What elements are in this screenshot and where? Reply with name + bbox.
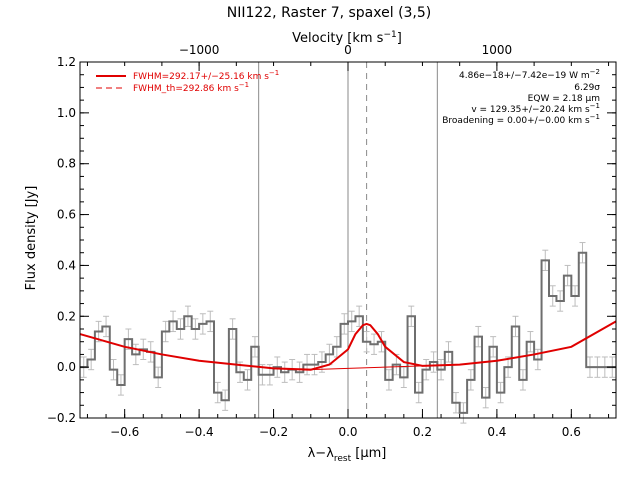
legend-label-fwhm: FWHM=292.17+/−25.16 km s−1: [133, 69, 279, 82]
y-tick-label: 1.2: [57, 55, 76, 69]
fit-annotations: 4.86e−18+/−7.42e−19 W m−2 6.29σ EQW = 2.…: [442, 68, 600, 126]
top-tick-label: −1000: [179, 43, 220, 57]
series-group: [79, 251, 617, 414]
y-tick-label: 0.2: [57, 309, 76, 323]
annotation-velocity: v = 129.35+/−20.24 km s−1: [471, 102, 600, 115]
vertical-reference-lines: [258, 62, 438, 418]
top-tick-label: 1000: [482, 43, 513, 57]
legend: FWHM=292.17+/−25.16 km s−1 FWHM_th=292.8…: [96, 69, 279, 94]
annotation-sigma: 6.29σ: [574, 83, 600, 93]
top-tick-label: 0: [344, 43, 352, 57]
y-tick-label: 0.8: [57, 157, 76, 171]
fit-curve: [79, 320, 617, 371]
y-tick-label: 0.0: [57, 360, 76, 374]
data-step-histogram: [80, 251, 616, 414]
continuum-baseline: [310, 365, 423, 371]
x-tick-label: −0.4: [185, 425, 214, 439]
annotation-flux: 4.86e−18+/−7.42e−19 W m−2: [459, 68, 600, 81]
x-tick-label: −0.2: [259, 425, 288, 439]
x-tick-label: 0.0: [338, 425, 357, 439]
x-axis-ticks: −0.6 −0.4 −0.2 0.0 0.2 0.4 0.6: [86, 409, 610, 439]
x-axis-label: λ−λrest [μm]: [308, 446, 387, 464]
annotation-eqw: EQW = 2.18 μm: [528, 94, 600, 104]
y-axis-label: Flux density [Jy]: [24, 186, 39, 291]
x-tick-label: 0.2: [413, 425, 432, 439]
x-tick-label: 0.6: [562, 425, 581, 439]
top-axis-ticks: −1000 0 1000: [86, 43, 610, 71]
chart-title: NII122, Raster 7, spaxel (3,5): [227, 5, 432, 21]
annotation-broadening: Broadening = 0.00+/−0.00 km s−1: [442, 113, 600, 126]
y-tick-label: 0.6: [57, 208, 76, 222]
y-axis-ticks: −0.2 0.0 0.2 0.4 0.6 0.8 1.0 1.2: [47, 55, 616, 425]
legend-label-fwhm-th: FWHM_th=292.86 km s−1: [133, 81, 249, 94]
y-tick-label: −0.2: [47, 411, 76, 425]
y-tick-label: 0.4: [57, 258, 76, 272]
x-tick-label: 0.4: [487, 425, 506, 439]
top-axis-label: Velocity [km s−1]: [292, 30, 402, 46]
y-tick-label: 1.0: [57, 106, 76, 120]
x-tick-label: −0.6: [110, 425, 139, 439]
